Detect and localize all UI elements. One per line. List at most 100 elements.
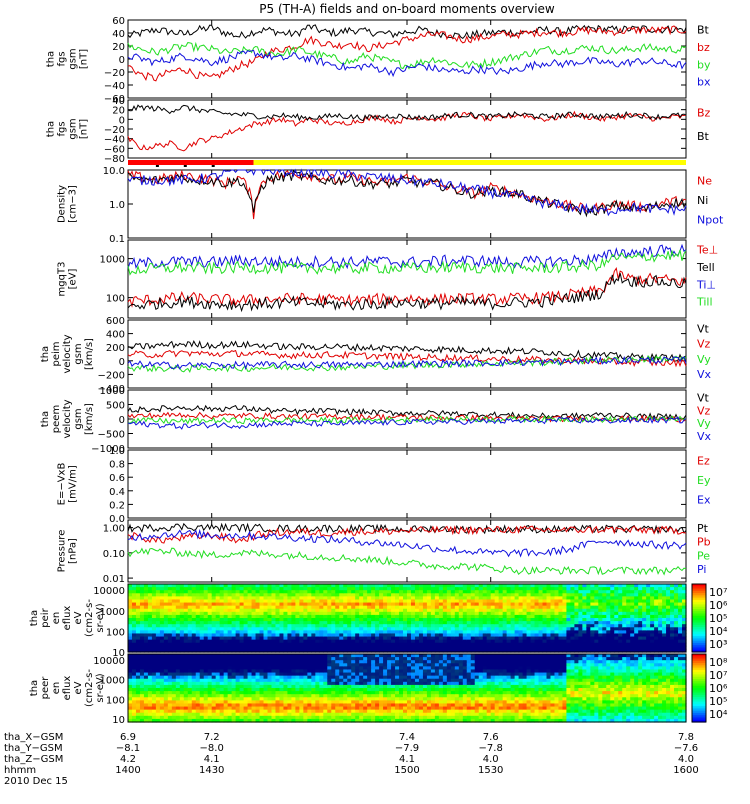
y-axis-label: [nPa]	[68, 538, 79, 564]
series-bz	[128, 26, 686, 81]
y-axis-label: velocity	[62, 334, 73, 373]
legend-entry: Tell	[696, 261, 715, 274]
y-axis-label: gsm	[68, 48, 79, 69]
legend-entry: Npot	[697, 214, 724, 227]
y-axis-label: fgs	[57, 121, 68, 136]
y-tick-label: 1.0	[109, 200, 125, 211]
legend-entry: bz	[697, 41, 710, 54]
y-axis-label: peem	[51, 405, 62, 433]
series-Pe	[128, 548, 686, 574]
y-tick-label: 0.10	[103, 549, 125, 560]
y-axis-label: peer	[40, 676, 51, 700]
series-Pb	[128, 526, 686, 543]
legend-entry: Pb	[697, 536, 711, 549]
y-axis-label: velocity	[62, 399, 73, 438]
y-tick-label: 1000	[100, 607, 125, 618]
y-axis-label: tha	[40, 411, 51, 427]
legend-entry: Ni	[697, 194, 708, 207]
legend-entry: Pe	[697, 549, 710, 562]
legend-entry: Ez	[697, 455, 710, 468]
y-tick-label: 10000	[93, 656, 125, 667]
legend-entry: Ti⊥	[696, 278, 716, 291]
panel-frame	[128, 240, 686, 318]
y-axis-label: mgqT3	[57, 262, 68, 297]
series-Bt	[128, 105, 686, 121]
y-axis-label: gsm	[73, 408, 84, 429]
y-axis-label: eflux	[62, 676, 73, 701]
series-Till	[128, 250, 686, 275]
legend-entry: Ne	[697, 175, 712, 188]
series-Ti⊥	[128, 245, 686, 268]
y-axis-label: en	[51, 612, 62, 625]
y-tick-label: 100	[106, 627, 125, 638]
y-tick-label: 100	[106, 294, 125, 305]
y-axis-label: Density	[57, 185, 68, 223]
y-tick-label: 0	[119, 55, 125, 66]
y-axis-label: gsm	[73, 343, 84, 364]
y-tick-label: 600	[106, 316, 125, 327]
series-Tell	[128, 273, 686, 310]
y-axis-label: peim	[51, 341, 62, 366]
y-tick-label: −80	[104, 154, 125, 165]
y-tick-label: 500	[106, 401, 125, 412]
series-bx	[128, 50, 686, 76]
legend-entry: Vt	[697, 391, 710, 404]
y-tick-label: 1000	[100, 386, 125, 397]
legend-entry: Pi	[697, 563, 706, 576]
legend-entry: Bt	[697, 24, 710, 37]
y-tick-label: 0	[119, 415, 125, 426]
y-tick-label: 0	[119, 357, 125, 368]
y-tick-label: 1000	[100, 676, 125, 687]
legend-entry: Vt	[697, 323, 710, 336]
y-axis-label: peir	[40, 607, 51, 627]
y-tick-label: 0.2	[109, 500, 125, 511]
legend-entry: Bt	[697, 130, 710, 143]
legend-entry: Vz	[697, 404, 711, 417]
y-axis-label: eV	[73, 611, 84, 624]
y-axis-label: (cm2-s-	[84, 599, 95, 637]
legend-entry: Till	[696, 296, 713, 309]
y-tick-label: −40	[104, 81, 125, 92]
y-axis-label: tha	[40, 346, 51, 362]
y-axis-label: fgs	[57, 51, 68, 66]
legend-entry: by	[697, 58, 711, 71]
y-tick-label: 1.00	[103, 524, 125, 535]
chart-title: P5 (TH-A) fields and on-board moments ov…	[128, 2, 686, 16]
legend-entry: Bz	[697, 107, 711, 120]
y-axis-label: [cm−3]	[68, 185, 79, 223]
y-tick-label: 10	[112, 715, 125, 726]
y-axis-label: tha	[46, 121, 57, 137]
legend-entry: Vy	[697, 353, 711, 366]
legend-entry: Ex	[697, 494, 711, 507]
y-tick-label: 0.8	[109, 460, 125, 471]
legend-entry: Pt	[697, 522, 709, 535]
y-tick-label: 20	[112, 42, 125, 53]
y-tick-label: 10000	[93, 586, 125, 597]
colorbar-tick-label: 10³	[709, 638, 727, 651]
legend-entry: Vy	[697, 417, 711, 430]
colorbar-tick-label: 10⁷	[709, 586, 727, 599]
series-Pi	[128, 530, 686, 556]
series-by	[128, 43, 686, 69]
y-tick-label: 100	[106, 695, 125, 706]
y-tick-label: 10.0	[103, 166, 125, 177]
y-tick-label: 60	[112, 16, 125, 27]
y-tick-label: 0.6	[109, 473, 125, 484]
y-tick-label: 200	[106, 343, 125, 354]
y-axis-label: eV	[73, 681, 84, 694]
legend-entry: Vx	[697, 368, 712, 381]
y-axis-label: [km/s]	[84, 338, 95, 370]
colorbar-tick-label: 10⁴	[709, 625, 728, 638]
y-axis-label: [km/s]	[84, 403, 95, 435]
y-axis-label: gsm	[68, 118, 79, 139]
